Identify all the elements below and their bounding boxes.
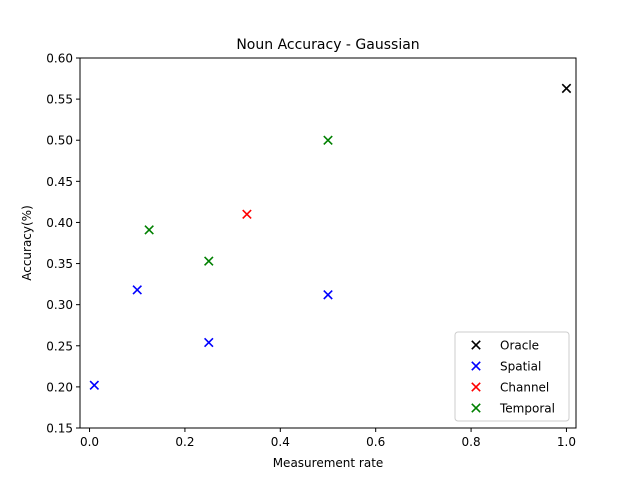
series-oracle [561, 83, 572, 94]
data-point-temporal [204, 256, 214, 266]
data-point-channel [242, 209, 252, 219]
y-tick-label: 0.25 [46, 339, 73, 353]
plot-frame [79, 57, 577, 429]
legend-marker-temporal [471, 403, 481, 413]
legend-label-temporal: Temporal [499, 402, 555, 416]
series-channel [242, 209, 252, 219]
y-tick-label: 0.60 [46, 52, 73, 66]
legend-label-spatial: Spatial [500, 360, 541, 374]
legend-marker-channel [471, 382, 481, 392]
y-tick-label: 0.15 [46, 422, 73, 436]
legend-label-oracle: Oracle [500, 339, 539, 353]
x-tick-label: 0.4 [271, 435, 290, 449]
legend-label-channel: Channel [500, 381, 549, 395]
axes: 0.0 0.2 0.4 0.6 0.8 1.0 0.15 0.20 0.25 0.30 0.35 0.… [46, 52, 576, 450]
legend: Oracle Spatial Channel Temporal [454, 331, 570, 422]
legend-box [454, 331, 570, 422]
data-points [89, 83, 572, 391]
y-tick-label: 0.50 [46, 134, 73, 148]
x-axis-label: Measurement rate [273, 456, 384, 470]
x-tick-label: 0.0 [80, 435, 99, 449]
x-tick-label: 1.0 [557, 435, 576, 449]
y-tick-label: 0.45 [46, 175, 73, 189]
y-tick-label: 0.35 [46, 257, 73, 271]
legend-marker-spatial [471, 361, 481, 371]
y-tick-label: 0.40 [46, 216, 73, 230]
series-spatial [89, 285, 333, 391]
data-point-oracle [561, 83, 572, 94]
y-tick-label: 0.55 [46, 93, 73, 107]
data-point-temporal [144, 225, 154, 235]
y-axis-label: Accuracy(%) [20, 205, 34, 281]
data-point-temporal [323, 135, 333, 145]
series-temporal [144, 135, 333, 266]
data-point-spatial [204, 337, 214, 348]
data-point-spatial [323, 290, 333, 300]
data-point-spatial [132, 285, 142, 295]
x-tick-label: 0.8 [462, 435, 481, 449]
chart-title: Noun Accuracy - Gaussian [236, 37, 419, 53]
y-tick-label: 0.20 [46, 380, 73, 394]
x-tick-label: 0.2 [175, 435, 194, 449]
y-tick-label: 0.30 [46, 298, 73, 312]
data-point-spatial [89, 380, 100, 391]
x-tick-label: 0.6 [366, 435, 385, 449]
legend-marker-oracle [471, 340, 481, 350]
